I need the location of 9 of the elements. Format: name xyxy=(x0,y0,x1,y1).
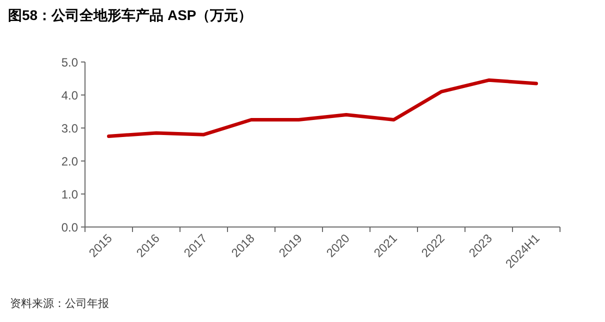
y-tick-label: 3.0 xyxy=(61,122,78,136)
y-tick-label: 2.0 xyxy=(61,154,78,168)
text: 资料来源：公司年报 xyxy=(10,297,109,310)
y-tick-label: 1.0 xyxy=(61,188,78,202)
title: 图58：公司全地形车产品 ASP（万元） xyxy=(8,7,252,23)
line-series xyxy=(107,78,538,138)
y-tick-label: 0.0 xyxy=(61,220,78,234)
y-tick-label: 4.0 xyxy=(61,88,78,102)
y-tick-label: 5.0 xyxy=(61,56,78,70)
